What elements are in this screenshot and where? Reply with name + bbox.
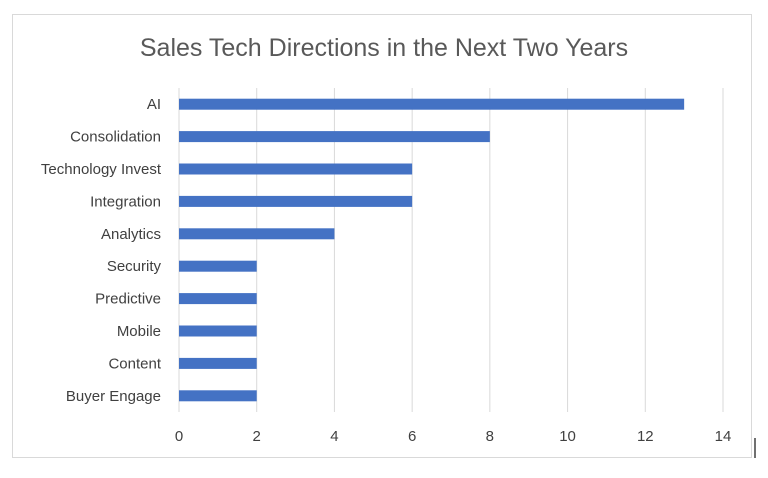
bar-technology-invest — [179, 163, 413, 175]
bar-analytics — [179, 228, 335, 240]
bar-buyer-engage — [179, 390, 257, 402]
category-label-integration: Integration — [90, 193, 161, 210]
category-labels: AI Consolidation Technology Invest Integrat… — [41, 96, 162, 405]
category-label-content: Content — [108, 355, 161, 372]
category-label-security: Security — [107, 258, 162, 275]
chart-frame — [12, 14, 752, 458]
category-label-predictive: Predictive — [95, 291, 161, 308]
bar-ai — [179, 98, 685, 110]
category-label-ai: AI — [147, 96, 161, 113]
x-tick-label-6: 6 — [408, 428, 416, 445]
category-label-technology-invest: Technology Invest — [41, 161, 162, 178]
bar-content — [179, 357, 257, 369]
chart-title: Sales Tech Directions in the Next Two Ye… — [140, 34, 628, 62]
x-tick-label-8: 8 — [486, 428, 494, 445]
bar-mobile — [179, 325, 257, 337]
bar-integration — [179, 195, 413, 207]
bar-predictive — [179, 293, 257, 305]
x-tick-label-14: 14 — [715, 428, 732, 445]
x-tick-label-2: 2 — [253, 428, 261, 445]
category-label-buyer-engage: Buyer Engage — [66, 388, 161, 405]
category-label-mobile: Mobile — [117, 323, 161, 340]
x-tick-label-0: 0 — [175, 428, 183, 445]
category-label-analytics: Analytics — [101, 226, 161, 243]
bar-security — [179, 260, 257, 272]
x-tick-label-12: 12 — [637, 428, 654, 445]
x-tick-label-10: 10 — [559, 428, 576, 445]
bar-layer — [179, 98, 685, 402]
x-tick-label-4: 4 — [330, 428, 338, 445]
bar-consolidation — [179, 131, 490, 143]
category-label-consolidation: Consolidation — [70, 129, 161, 146]
x-tick-labels: 0 2 4 6 8 10 12 14 — [175, 428, 732, 445]
